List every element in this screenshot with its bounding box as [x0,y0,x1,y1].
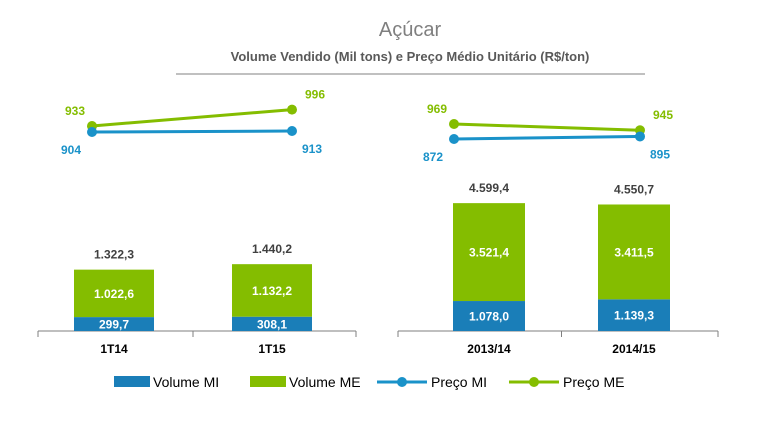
data-label-total: 4.599,4 [469,181,509,195]
data-label-total: 1.322,3 [94,248,134,262]
data-label-preco-mi: 872 [423,150,443,164]
legend-label: Volume MI [153,374,219,390]
line-preco-me [91,108,293,128]
data-label-preco-mi: 895 [650,147,670,161]
data-label-preco-me: 933 [65,104,85,118]
point-preco-mi [449,134,459,144]
bar-volume-mi [74,317,154,331]
data-label-preco-me: 969 [427,102,447,116]
point-preco-mi [287,126,297,137]
data-label-preco-me: 945 [653,108,673,122]
x-tick-label: 2013/14 [467,342,511,356]
point-preco-mi [635,131,645,142]
data-label-preco-me: 996 [305,88,325,102]
bar-volume-me [598,204,670,300]
line-preco-mi [453,134,641,141]
data-label-volume-mi: 299,7 [99,318,129,332]
data-label-preco-mi: 904 [61,143,81,157]
data-label-volume-me: 1.132,2 [252,284,292,298]
legend-marker [397,377,407,387]
legend-label: Volume ME [289,374,361,390]
data-label-volume-mi: 308,1 [257,317,287,331]
data-label-total: 4.550,7 [614,182,654,196]
bar-volume-mi [598,299,670,331]
bar-volume-mi [453,301,525,331]
x-tick-label: 2014/15 [612,342,656,356]
bar-volume-me [74,269,154,318]
point-preco-me [287,104,297,115]
chart-panel-1: 299,7 1.022,6 1.322,3 1T14 308,1 1.132,2 1.440… [37,88,357,356]
x-tick-label: 1T14 [100,342,128,356]
legend-item-volume-me: Volume ME [250,374,361,390]
point-preco-me [449,119,459,129]
legend-swatch [114,376,150,387]
x-tick-label: 1T15 [258,342,286,356]
point-preco-mi [87,127,97,137]
legend-item-volume-mi: Volume MI [114,374,219,390]
legend-marker [529,377,539,387]
bar-volume-me [453,203,525,302]
data-label-volume-me: 1.022,6 [94,287,134,301]
legend-label: Preço ME [563,374,624,390]
chart-panels: 299,7 1.022,6 1.322,3 1T14 308,1 1.132,2 1.440… [37,88,719,356]
chart-title: Açúcar [379,19,442,41]
bar-volume-me [232,264,312,317]
chart-subtitle: Volume Vendido (Mil tons) e Preço Médio … [231,49,590,64]
legend-swatch [250,376,286,387]
chart-panel-2: 1.078,0 3.521,4 4.599,4 2013/14 1.139,3 3.411… [397,102,719,356]
data-label-volume-mi: 1.078,0 [469,310,509,324]
data-label-preco-mi: 913 [302,142,322,156]
legend-label: Preço MI [431,374,487,390]
line-preco-me [453,122,641,132]
data-label-volume-me: 3.411,5 [614,245,654,259]
data-label-total: 1.440,2 [252,242,292,256]
line-preco-mi [91,129,293,134]
legend-item-pre-o-me: Preço ME [509,374,624,390]
legend-item-pre-o-mi: Preço MI [377,374,487,390]
data-label-volume-mi: 1.139,3 [614,309,654,323]
bar-volume-mi [232,316,312,331]
chart-legend: Volume MI Volume ME Preço MI Preço ME [114,374,624,390]
data-label-volume-me: 3.521,4 [469,246,509,260]
